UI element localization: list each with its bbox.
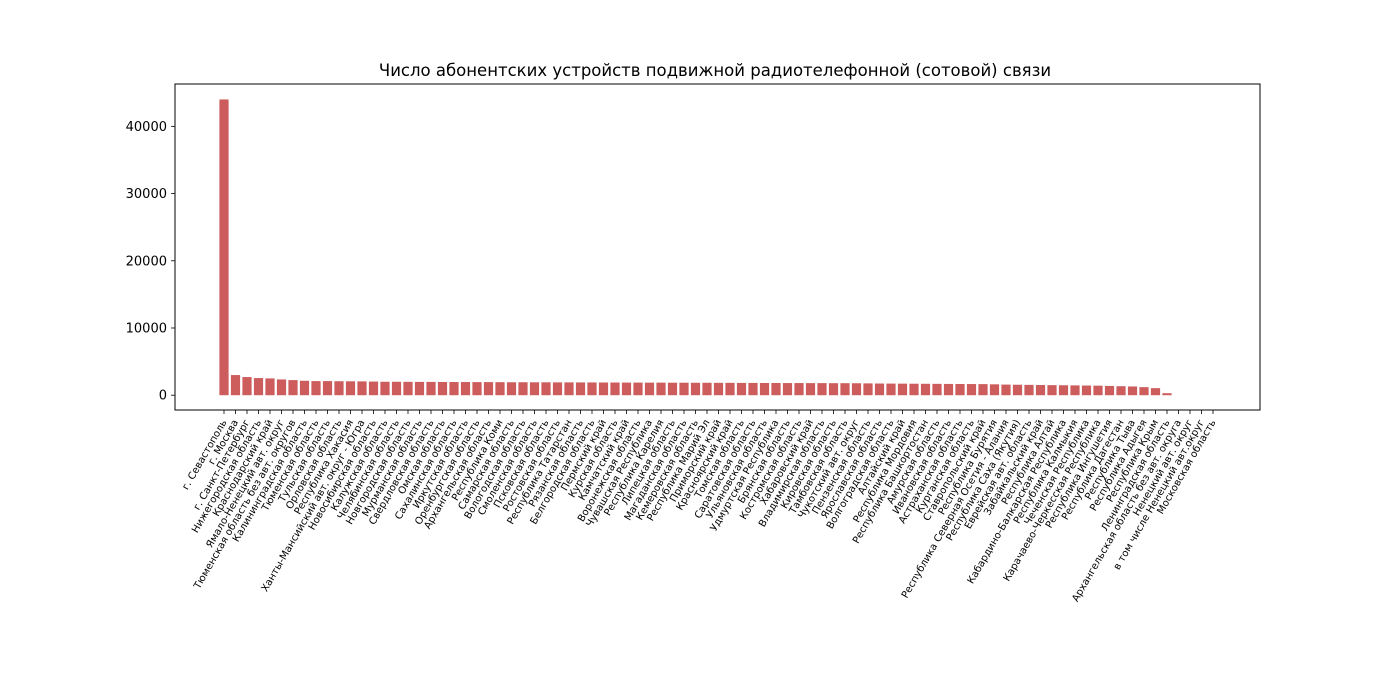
bar <box>633 382 643 396</box>
bar <box>391 381 402 396</box>
bar <box>1012 384 1023 396</box>
bar <box>495 382 505 396</box>
bar <box>288 380 298 396</box>
bar <box>334 381 344 396</box>
bar <box>725 382 735 396</box>
bar <box>449 382 459 396</box>
bars-group <box>219 99 1172 396</box>
bar <box>219 99 229 396</box>
bar <box>736 382 747 396</box>
bar <box>357 381 367 396</box>
bar <box>943 383 954 396</box>
bar <box>1127 386 1138 396</box>
y-tick-label: 40000 <box>126 120 167 135</box>
bar <box>311 381 321 396</box>
bar <box>230 375 241 396</box>
bar <box>863 383 873 396</box>
bar <box>403 381 413 396</box>
y-tick-label: 0 <box>159 389 167 404</box>
bar <box>299 380 310 396</box>
bar <box>368 381 379 396</box>
bar <box>276 379 287 396</box>
bar <box>437 381 448 396</box>
bar <box>840 383 850 396</box>
bar <box>426 381 436 396</box>
bar <box>1093 385 1103 396</box>
bar <box>932 383 942 396</box>
bar <box>598 382 609 396</box>
bar <box>265 378 275 396</box>
bar <box>1116 386 1126 396</box>
bar <box>713 382 724 396</box>
bar <box>253 378 264 396</box>
bar <box>828 383 839 396</box>
bar <box>1162 393 1172 396</box>
bar <box>541 382 551 396</box>
bar <box>529 382 540 396</box>
bar <box>552 382 563 396</box>
bar <box>771 382 781 396</box>
bar <box>1139 387 1149 396</box>
bar <box>414 381 425 396</box>
bar <box>966 384 977 396</box>
bar <box>1150 388 1161 396</box>
y-axis: 0 10000 20000 30000 40000 <box>126 120 175 404</box>
bar <box>518 382 528 396</box>
bar <box>955 383 965 396</box>
bar <box>610 382 620 396</box>
bar <box>575 382 586 396</box>
bar <box>989 384 1000 396</box>
bar <box>1001 384 1011 396</box>
bar <box>483 382 494 396</box>
bar <box>702 382 712 396</box>
bar <box>1058 385 1069 396</box>
bar <box>679 382 689 396</box>
y-tick-label: 20000 <box>126 254 167 269</box>
bar <box>794 383 804 396</box>
bar <box>886 383 896 396</box>
bar <box>1047 385 1057 396</box>
bar <box>897 383 908 396</box>
chart-title: Число абонентских устройств подвижной ра… <box>379 61 1051 80</box>
y-tick-label: 10000 <box>126 321 167 336</box>
bar <box>759 382 770 396</box>
plot-frame <box>174 83 1261 411</box>
bar <box>1081 385 1092 396</box>
bar <box>506 382 517 396</box>
bar <box>322 381 333 396</box>
bar <box>644 382 655 396</box>
bar <box>472 382 482 396</box>
bar <box>748 382 758 396</box>
bar <box>851 383 862 396</box>
bar <box>345 381 356 396</box>
bar <box>587 382 597 396</box>
bar <box>920 383 931 396</box>
bar <box>242 377 252 396</box>
bar <box>909 383 919 396</box>
bar <box>805 383 816 396</box>
bar <box>978 384 988 396</box>
bar <box>874 383 885 396</box>
bar <box>667 382 678 396</box>
bar <box>782 383 793 396</box>
bar <box>564 382 574 396</box>
bar <box>817 383 827 396</box>
bar <box>656 382 666 396</box>
bar <box>460 382 471 396</box>
bar <box>1104 385 1115 396</box>
y-tick-label: 30000 <box>126 187 167 202</box>
bar <box>1035 385 1046 396</box>
bar <box>1070 385 1080 396</box>
bar <box>621 382 632 396</box>
bar <box>690 382 701 396</box>
bar <box>380 381 390 396</box>
bar <box>1024 384 1034 396</box>
